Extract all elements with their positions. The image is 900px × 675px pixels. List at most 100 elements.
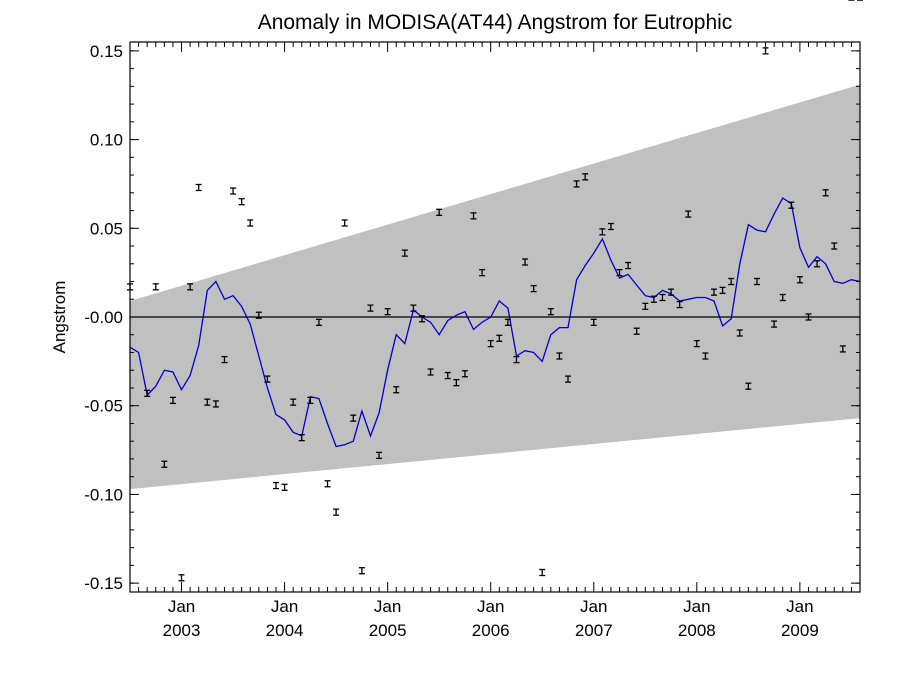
data-point — [590, 318, 597, 326]
data-point — [779, 293, 786, 302]
data-point — [814, 260, 821, 268]
x-tick-year-label: 2008 — [678, 621, 716, 640]
y-axis-label: Angstrom — [50, 281, 69, 354]
data-point — [290, 398, 297, 406]
data-point — [771, 320, 778, 328]
data-point — [839, 345, 846, 353]
confidence-band-layer — [130, 84, 860, 490]
chart-title: Anomaly in MODISA(AT44) Angstrom for Eut… — [258, 11, 733, 34]
data-point — [264, 375, 271, 383]
data-point — [247, 219, 254, 227]
data-point — [358, 567, 365, 575]
data-point — [453, 378, 460, 387]
data-point — [230, 187, 237, 195]
y-tick-label: -0.00 — [84, 308, 123, 327]
data-point — [788, 201, 795, 209]
x-tick-month-label: Jan — [683, 597, 710, 616]
data-point — [212, 400, 219, 408]
x-tick-year-label: 2003 — [163, 621, 201, 640]
x-tick-month-label: Jan — [786, 597, 813, 616]
data-point — [530, 284, 537, 293]
y-tick-label: 0.10 — [90, 131, 123, 150]
data-point — [255, 311, 262, 319]
data-point — [616, 268, 623, 277]
x-tick-year-label: 2006 — [472, 621, 510, 640]
data-point — [350, 414, 357, 422]
data-point — [659, 293, 666, 302]
data-point — [419, 315, 425, 323]
data-point — [676, 300, 683, 309]
anomaly-series-line — [129, 197, 861, 448]
data-point — [513, 355, 520, 364]
data-point — [728, 277, 735, 286]
data-point — [822, 189, 829, 197]
data-point — [333, 508, 340, 516]
data-point — [161, 460, 168, 468]
data-point — [573, 180, 580, 188]
data-point — [238, 198, 245, 206]
data-point — [144, 389, 151, 397]
data-point — [281, 483, 288, 491]
y-tick-label: -0.15 — [84, 574, 123, 593]
data-point — [796, 276, 803, 284]
data-point — [195, 183, 202, 192]
y-tick-label: 0.15 — [90, 42, 123, 61]
data-point — [599, 228, 606, 236]
data-point — [607, 222, 614, 231]
data-point — [702, 352, 709, 360]
data-point — [479, 268, 486, 277]
series-line-layer — [129, 197, 861, 448]
data-point — [668, 288, 675, 296]
x-tick-year-label: 2004 — [266, 621, 304, 640]
data-point — [341, 219, 348, 227]
data-point — [298, 433, 305, 442]
data-point — [522, 258, 529, 266]
data-point — [427, 368, 434, 376]
plot-area — [127, 0, 863, 593]
x-tick-month-label: Jan — [580, 597, 607, 616]
data-point — [539, 568, 546, 577]
data-point — [711, 288, 717, 296]
data-point — [831, 242, 838, 250]
x-axis: Jan 2003 Jan 2004 Jan 2005 Jan 2006 Jan 2007 Jan 20… — [129, 42, 861, 640]
data-point — [470, 212, 477, 220]
x-tick-year-label: 2007 — [575, 621, 613, 640]
data-point — [376, 451, 383, 460]
data-point — [273, 481, 279, 490]
data-point — [556, 352, 563, 360]
y-tick-label: -0.10 — [84, 485, 123, 504]
y-axis: 0.15 0.10 0.05 -0.00 -0.05 -0.10 -0.15 — [84, 42, 860, 593]
data-point — [650, 295, 657, 303]
y-tick-label: 0.05 — [90, 219, 123, 238]
data-point — [762, 47, 769, 55]
data-point — [444, 371, 451, 380]
data-point — [625, 261, 632, 270]
data-point — [736, 329, 743, 337]
data-point — [221, 355, 228, 364]
data-point — [367, 304, 374, 312]
data-point — [633, 327, 640, 335]
data-point — [436, 208, 443, 216]
data-point — [496, 334, 503, 342]
x-tick-month-label: Jan — [374, 597, 401, 616]
data-point — [410, 304, 417, 312]
data-point — [461, 370, 468, 378]
data-point — [307, 396, 314, 405]
data-point — [324, 480, 331, 488]
data-point — [565, 375, 571, 383]
data-point — [582, 173, 589, 181]
data-point — [169, 396, 176, 405]
data-point — [187, 283, 194, 291]
data-point — [401, 249, 408, 257]
data-point — [745, 382, 752, 390]
data-point — [642, 302, 649, 311]
data-point — [315, 318, 322, 326]
x-tick-month-label: Jan — [168, 597, 195, 616]
data-point — [693, 339, 700, 348]
x-tick-month-label: Jan — [271, 597, 298, 616]
data-point — [152, 283, 159, 291]
data-point — [178, 574, 185, 582]
x-tick-year-label: 2009 — [781, 621, 819, 640]
y-tick-label: -0.05 — [84, 397, 123, 416]
